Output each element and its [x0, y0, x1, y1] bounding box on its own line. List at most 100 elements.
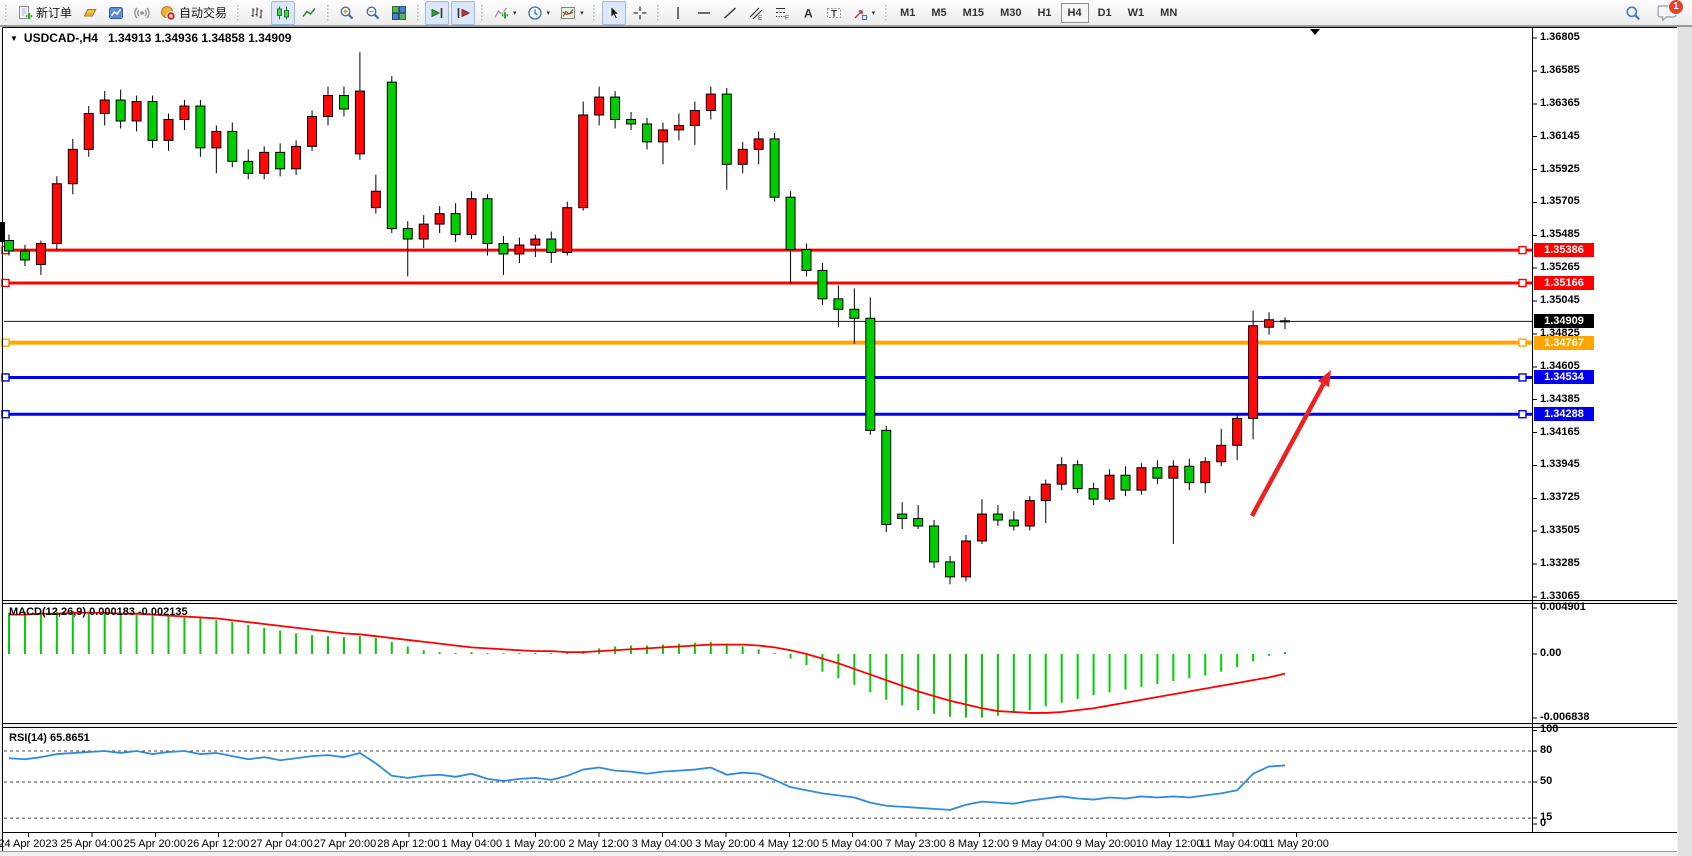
toolbar-group: [334, 1, 412, 25]
panel-separator[interactable]: [2, 723, 1677, 728]
channel-button[interactable]: E: [744, 1, 768, 25]
toolbar-group: E F A T ▾: [665, 1, 881, 25]
zoom-out-button[interactable]: [361, 1, 385, 25]
chart-shift-icon: [455, 5, 471, 21]
hline-icon: [696, 5, 712, 21]
toolbar-drag-handle[interactable]: [655, 4, 661, 21]
new-order-button[interactable]: 新订单: [13, 1, 76, 25]
timeframe-h4[interactable]: H4: [1060, 2, 1089, 23]
toolbar-drag-handle[interactable]: [883, 4, 889, 21]
ticket-icon: [82, 5, 98, 21]
tile-windows-icon: [391, 5, 407, 21]
bar-chart-icon: [249, 5, 265, 21]
search-button[interactable]: [1621, 1, 1645, 25]
hline-button[interactable]: [692, 1, 716, 25]
autotrade-button[interactable]: 自动交易: [156, 1, 231, 25]
line-handle[interactable]: [1518, 373, 1527, 382]
chevron-down-icon[interactable]: ▾: [871, 9, 876, 17]
svg-text:A: A: [804, 6, 813, 20]
line-handle[interactable]: [1518, 338, 1527, 347]
line-handle[interactable]: [1, 410, 10, 419]
line-handle[interactable]: [1518, 245, 1527, 255]
timeframe-m1[interactable]: M1: [900, 6, 916, 19]
fibonacci-icon: F: [774, 5, 790, 21]
trendline-icon: [722, 5, 738, 21]
market-watch-button[interactable]: [104, 1, 128, 25]
line-chart-button[interactable]: [297, 1, 321, 25]
toolbar-groups: 新订单 自动交易 ▾ ▾ ▾ E F A T ▾ M1 M5 M15 M30 H1 H4 D1 W1 MN: [0, 0, 1185, 25]
timeframe-m30[interactable]: M30: [1000, 6, 1022, 19]
toolbar-drag-handle[interactable]: [479, 4, 485, 21]
zoom-in-icon: [339, 5, 355, 21]
timeframe-m15[interactable]: M15: [962, 6, 985, 19]
autotrade-icon: [160, 5, 176, 21]
macd-signal-line: [9, 611, 1286, 714]
candle-chart-button[interactable]: [271, 0, 296, 25]
chevron-down-icon[interactable]: ▾: [580, 9, 584, 17]
text-label-icon: T: [826, 5, 842, 21]
zoom-out-icon: [365, 5, 381, 21]
signal-icon: [134, 5, 150, 21]
templates-button[interactable]: ▾: [556, 1, 588, 25]
periods-clock-icon: [527, 5, 543, 21]
vline-icon: [670, 5, 686, 21]
line-handle[interactable]: [1, 338, 10, 347]
cursor-button[interactable]: [601, 0, 626, 25]
market-watch-icon: [108, 5, 124, 21]
window-right-margin: [1678, 27, 1692, 856]
candles: [4, 52, 1290, 585]
panel-separator[interactable]: [2, 600, 1677, 604]
timeframe-m5[interactable]: M5: [931, 6, 947, 19]
line-handle[interactable]: [1, 373, 10, 382]
shapes-button[interactable]: ▾: [848, 1, 880, 25]
macd-histogram: [8, 610, 1286, 718]
indicators-button[interactable]: ▾: [489, 1, 521, 25]
chevron-down-icon[interactable]: ▾: [546, 9, 551, 17]
periods-clock-button[interactable]: ▾: [523, 1, 555, 25]
trendline-button[interactable]: [718, 1, 742, 25]
timeframe-group: M1 M5 M15 M30 H1 H4 D1 W1 MN: [892, 1, 1185, 25]
toolbar-drag-handle[interactable]: [591, 4, 597, 21]
signal-button[interactable]: [130, 1, 154, 25]
chat-button[interactable]: 1: [1656, 0, 1684, 25]
text-button[interactable]: A: [796, 1, 820, 25]
timeframe-mn[interactable]: MN: [1160, 6, 1178, 19]
timeframe-d1[interactable]: D1: [1097, 6, 1112, 19]
toolbar-group: [424, 0, 476, 25]
chart-shift-button[interactable]: [451, 0, 476, 25]
line-handle[interactable]: [1, 278, 10, 288]
line-chart-icon: [301, 5, 317, 21]
svg-text:T: T: [831, 8, 837, 18]
toolbar-drag-handle[interactable]: [3, 4, 8, 21]
line-handle[interactable]: [1518, 278, 1527, 288]
toolbar-group: ▾ ▾ ▾: [488, 1, 589, 25]
line-handle[interactable]: [1518, 410, 1527, 419]
fibonacci-button[interactable]: F: [770, 1, 794, 25]
toolbar-group: [244, 0, 322, 25]
vline-button[interactable]: [666, 1, 690, 25]
new-order-icon: [17, 5, 33, 21]
timeframe-w1[interactable]: W1: [1127, 6, 1145, 19]
ticket-button[interactable]: [78, 1, 102, 25]
rsi-level-lines: [4, 750, 1532, 819]
toolbar-drag-handle[interactable]: [325, 4, 331, 21]
toolbar-drag-handle[interactable]: [235, 4, 241, 21]
bar-chart-button[interactable]: [245, 1, 269, 25]
text-icon: A: [800, 5, 816, 21]
auto-scroll-icon: [429, 5, 445, 21]
zoom-in-button[interactable]: [335, 1, 359, 25]
tile-windows-button[interactable]: [387, 1, 411, 25]
rsi-line: [8, 750, 1286, 811]
toolbar-drag-handle[interactable]: [415, 4, 421, 21]
text-label-button[interactable]: T: [822, 1, 846, 25]
svg-text:E: E: [758, 15, 763, 21]
timeframe-h1[interactable]: H1: [1037, 6, 1052, 19]
chevron-down-icon[interactable]: ▾: [513, 9, 517, 17]
auto-scroll-button[interactable]: [425, 0, 450, 25]
cursor-icon: [606, 5, 622, 21]
scroll-marker-icon[interactable]: [1310, 29, 1320, 35]
crosshair-button[interactable]: [628, 1, 652, 25]
new-order-label: 新订单: [36, 6, 73, 20]
arrow-annotation[interactable]: [1250, 370, 1331, 518]
